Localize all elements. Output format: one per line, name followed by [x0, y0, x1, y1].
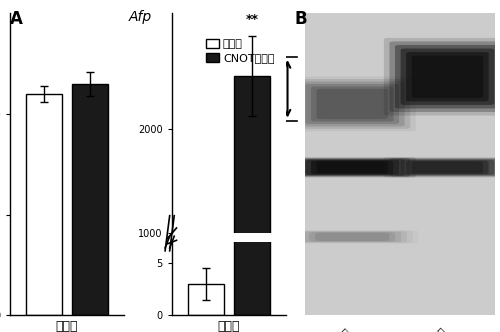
Bar — [234, 76, 270, 332]
FancyBboxPatch shape — [390, 42, 500, 112]
FancyBboxPatch shape — [384, 38, 500, 116]
X-axis label: 成熟期: 成熟期 — [218, 320, 240, 332]
FancyBboxPatch shape — [406, 160, 488, 174]
Bar — [26, 94, 63, 315]
FancyBboxPatch shape — [288, 77, 416, 131]
FancyBboxPatch shape — [292, 231, 412, 243]
Legend: 野生型, CNOT変異体: 野生型, CNOT変異体 — [206, 39, 274, 63]
FancyBboxPatch shape — [400, 48, 494, 105]
FancyBboxPatch shape — [384, 157, 500, 178]
FancyBboxPatch shape — [395, 45, 500, 109]
FancyBboxPatch shape — [294, 79, 410, 129]
FancyBboxPatch shape — [311, 86, 394, 122]
FancyBboxPatch shape — [311, 160, 394, 174]
FancyBboxPatch shape — [304, 232, 401, 242]
Bar — [234, 0, 270, 315]
FancyBboxPatch shape — [390, 158, 500, 177]
FancyBboxPatch shape — [300, 81, 405, 126]
FancyBboxPatch shape — [306, 84, 399, 124]
Text: **: ** — [246, 13, 258, 26]
FancyBboxPatch shape — [315, 233, 390, 241]
FancyBboxPatch shape — [310, 232, 395, 242]
FancyBboxPatch shape — [298, 231, 407, 243]
FancyBboxPatch shape — [316, 89, 388, 119]
Bar — [72, 84, 108, 315]
FancyBboxPatch shape — [306, 160, 399, 175]
FancyBboxPatch shape — [406, 52, 488, 101]
X-axis label: 幼少期: 幼少期 — [56, 320, 78, 332]
FancyBboxPatch shape — [316, 161, 388, 173]
FancyBboxPatch shape — [395, 159, 500, 176]
Bar — [188, 284, 224, 315]
FancyBboxPatch shape — [412, 55, 483, 98]
FancyBboxPatch shape — [400, 160, 494, 175]
FancyBboxPatch shape — [288, 157, 416, 178]
Text: A: A — [10, 10, 23, 28]
Text: B: B — [295, 10, 308, 28]
FancyBboxPatch shape — [300, 159, 405, 176]
FancyBboxPatch shape — [294, 158, 410, 177]
Text: Afp: Afp — [128, 10, 152, 24]
FancyBboxPatch shape — [412, 161, 483, 173]
